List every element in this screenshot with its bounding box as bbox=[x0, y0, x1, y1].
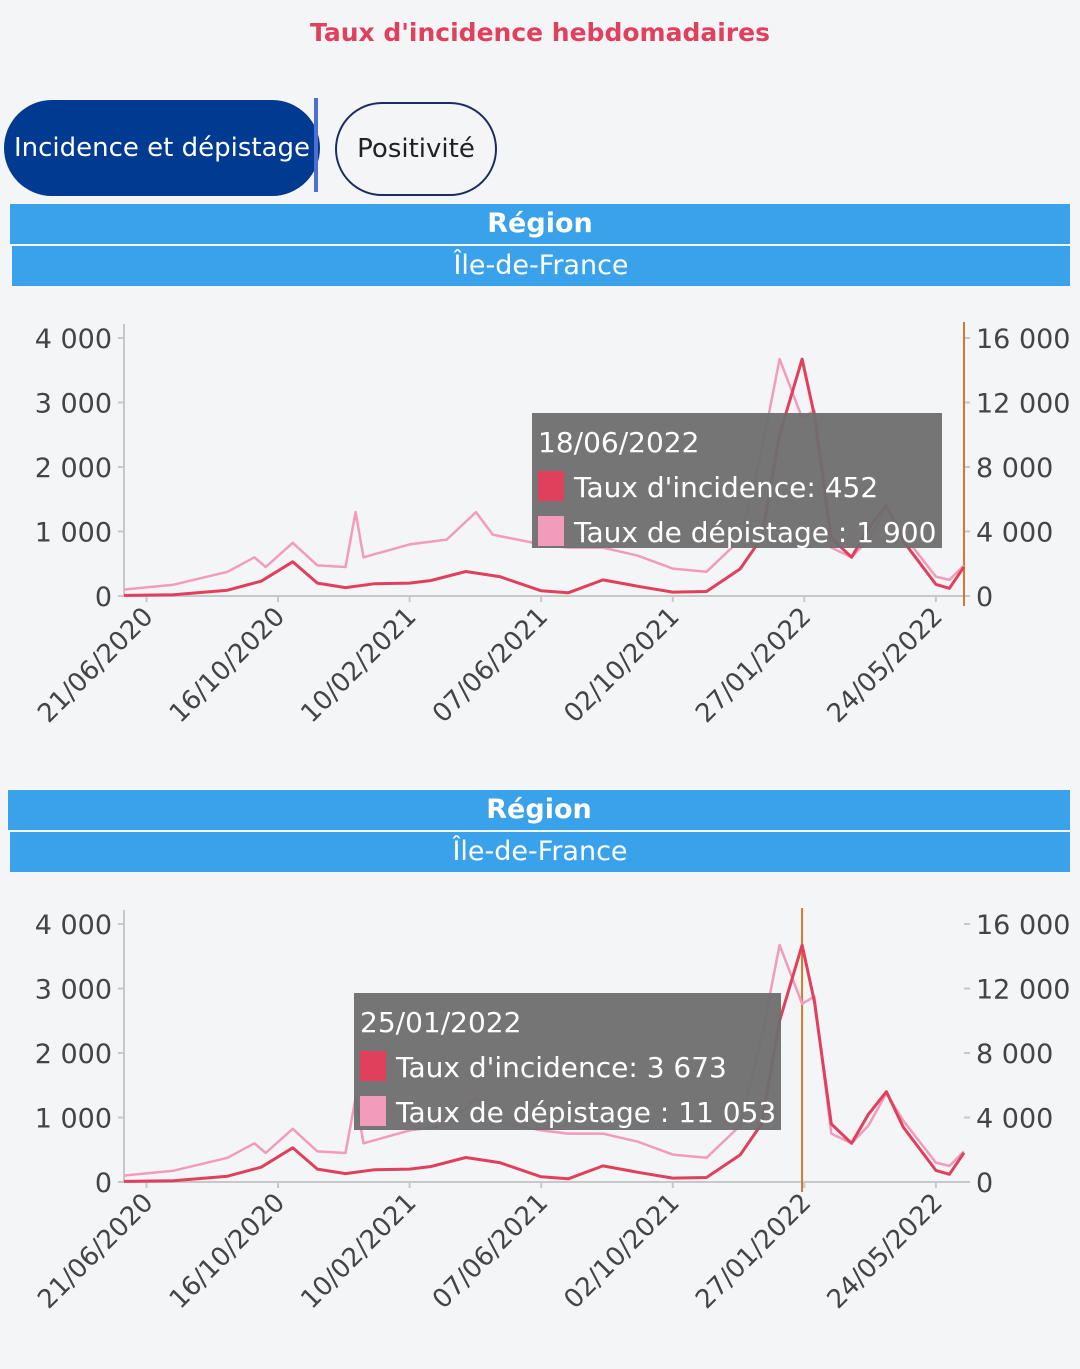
y-right-tick-label: 0 bbox=[976, 1168, 993, 1199]
x-tick-label: 07/06/2021 bbox=[427, 1188, 554, 1315]
tooltip-box bbox=[354, 993, 781, 1130]
tab-focus-edge bbox=[314, 98, 318, 192]
y-right-tick-label: 8 000 bbox=[976, 1039, 1053, 1070]
page-title: Taux d'incidence hebdomadaires bbox=[310, 18, 770, 47]
y-left-tick-label: 3 000 bbox=[35, 975, 112, 1006]
y-left-tick-label: 0 bbox=[95, 582, 112, 613]
region-band-label: Région bbox=[8, 790, 1070, 830]
x-tick-label: 24/05/2022 bbox=[822, 602, 949, 729]
y-left-tick-label: 2 000 bbox=[35, 453, 112, 484]
y-right-tick-label: 4 000 bbox=[976, 518, 1053, 549]
tooltip-box bbox=[532, 413, 942, 548]
tooltip-line-depistage: Taux de dépistage : 1 900 bbox=[573, 516, 936, 549]
x-tick-label: 27/01/2022 bbox=[690, 1188, 817, 1315]
series-line-incidence bbox=[123, 943, 966, 1183]
region-name-band: Île-de-France bbox=[12, 246, 1070, 286]
tooltip-swatch-depistage bbox=[360, 1096, 386, 1126]
series-line-depistage bbox=[123, 943, 965, 1177]
y-left-tick-label: 0 bbox=[95, 1168, 112, 1199]
y-right-tick-label: 12 000 bbox=[976, 975, 1070, 1006]
x-tick-label: 10/02/2021 bbox=[295, 602, 422, 729]
incidence-chart-1[interactable]: 4 000 3 000 2 000 1 000 0 16 000 12 000 8 000 4 … bbox=[0, 296, 1080, 782]
y-left-tick-label: 1 000 bbox=[35, 518, 112, 549]
y-right-tick-label: 0 bbox=[976, 582, 993, 613]
x-tick-label: 21/06/2020 bbox=[32, 602, 159, 729]
x-tick-label: 10/02/2021 bbox=[295, 1188, 422, 1315]
y-right-tick-label: 8 000 bbox=[976, 453, 1053, 484]
y-left-tick-label: 4 000 bbox=[35, 324, 112, 355]
x-tick-label: 24/05/2022 bbox=[822, 1188, 949, 1315]
x-tick-label: 02/10/2021 bbox=[559, 1188, 686, 1315]
tooltip-line-incidence: Taux d'incidence: 3 673 bbox=[395, 1051, 727, 1084]
region-band-label: Région bbox=[10, 204, 1070, 244]
y-left-tick-label: 4 000 bbox=[35, 910, 112, 941]
x-tick-label: 16/10/2020 bbox=[164, 1188, 291, 1315]
x-tick-label: 27/01/2022 bbox=[690, 602, 817, 729]
chart-card-1: 4 000 3 000 2 000 1 000 0 16 000 12 000 8 000 4 … bbox=[0, 296, 1080, 782]
y-right-tick-label: 16 000 bbox=[976, 910, 1070, 941]
chart-card-2: 4 000 3 000 2 000 1 000 0 16 000 12 000 8 000 4 … bbox=[0, 882, 1080, 1365]
tooltip-line-incidence: Taux d'incidence: 452 bbox=[573, 471, 878, 504]
tooltip-date: 18/06/2022 bbox=[538, 426, 699, 459]
tab-incidence-depistage[interactable]: Incidence et dépistage bbox=[4, 100, 320, 196]
x-tick-label: 16/10/2020 bbox=[164, 602, 291, 729]
region-name-band: Île-de-France bbox=[10, 832, 1070, 872]
x-tick-label: 07/06/2021 bbox=[427, 602, 554, 729]
y-left-tick-label: 1 000 bbox=[35, 1104, 112, 1135]
tooltip-swatch-depistage bbox=[538, 516, 564, 546]
incidence-chart-2[interactable]: 4 000 3 000 2 000 1 000 0 16 000 12 000 8 000 4 … bbox=[0, 882, 1080, 1365]
x-tick-label: 02/10/2021 bbox=[559, 602, 686, 729]
tooltip-swatch-incidence bbox=[538, 471, 564, 501]
y-right-tick-label: 12 000 bbox=[976, 389, 1070, 420]
tab-positivite[interactable]: Positivité bbox=[335, 102, 497, 196]
tooltip-line-depistage: Taux de dépistage : 11 053 bbox=[395, 1096, 776, 1129]
y-right-tick-label: 16 000 bbox=[976, 324, 1070, 355]
tooltip-swatch-incidence bbox=[360, 1051, 386, 1081]
y-left-tick-label: 3 000 bbox=[35, 389, 112, 420]
y-left-tick-label: 2 000 bbox=[35, 1039, 112, 1070]
x-tick-label: 21/06/2020 bbox=[32, 1188, 159, 1315]
tooltip-date: 25/01/2022 bbox=[360, 1006, 521, 1039]
y-right-tick-label: 4 000 bbox=[976, 1104, 1053, 1135]
